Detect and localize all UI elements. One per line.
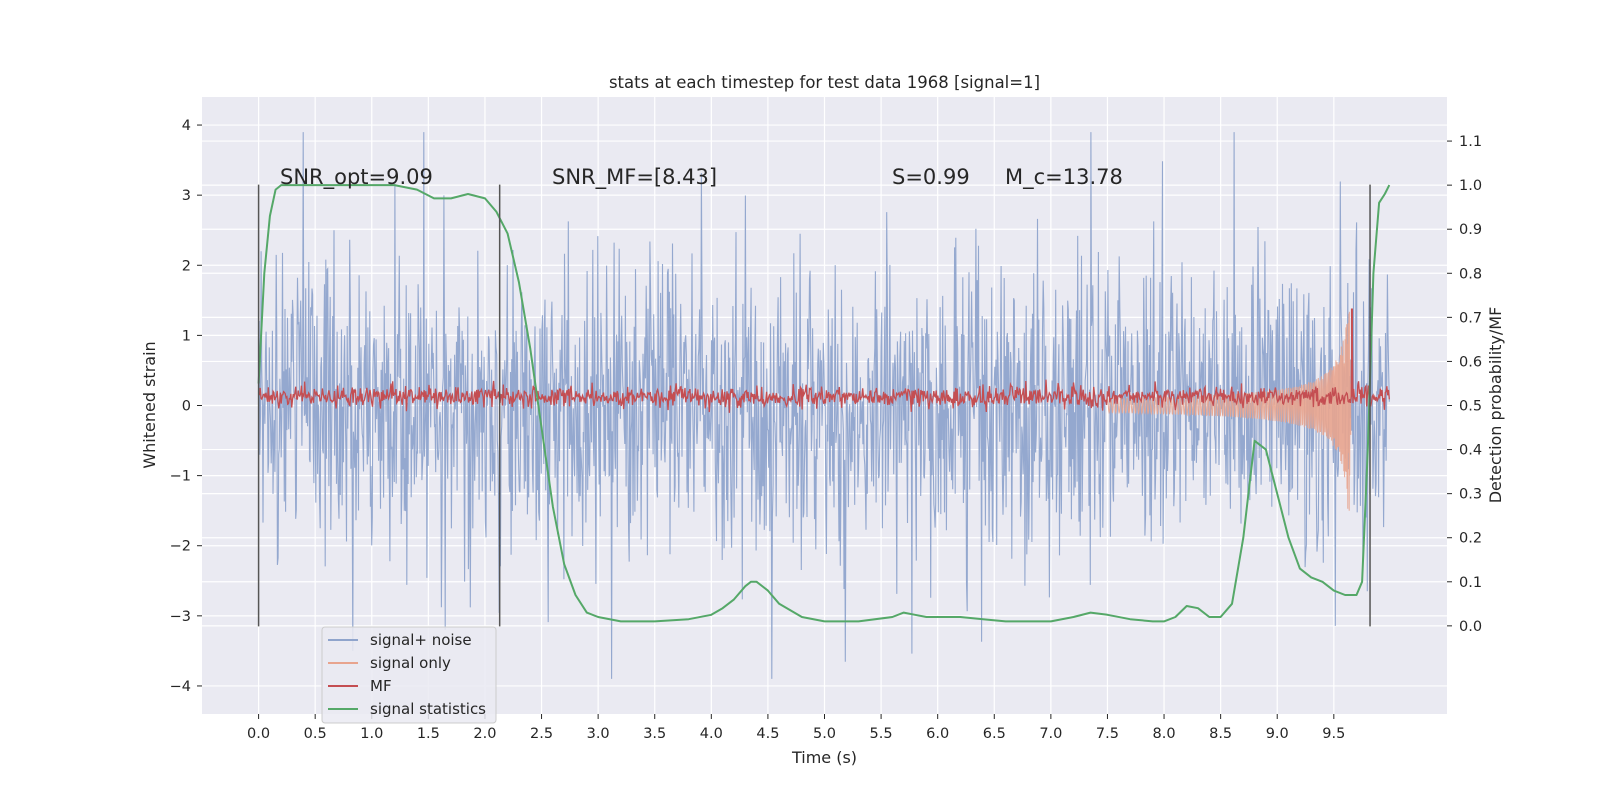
x-axis-label: Time (s) — [791, 748, 857, 767]
yl-tick-label-8: −4 — [170, 679, 191, 695]
yl-tick-label-2: 2 — [182, 258, 191, 274]
y-axis-label-right: Detection probability/MF — [1486, 307, 1505, 504]
legend-label-signal-only: signal only — [370, 654, 451, 672]
legend-box — [321, 626, 497, 724]
yl-tick-label-6: −2 — [170, 539, 191, 555]
tick-labels: 0.0 0.5 1.0 1.5 2.0 2.5 3.0 3.5 4.0 4.5 5.0 5.5 6.0 6… — [170, 118, 1482, 742]
yl-tick-label-1: 3 — [182, 188, 191, 204]
x-tick-label-3: 1.5 — [417, 726, 440, 742]
yr-tick-label-5: 0.6 — [1459, 354, 1482, 370]
yl-tick-label-4: 0 — [182, 399, 191, 415]
legend-label-signal-statistics: signal statistics — [370, 700, 486, 718]
x-tick-label-6: 3.0 — [587, 726, 610, 742]
x-tick-label-8: 4.0 — [700, 726, 723, 742]
x-tick-label-15: 7.5 — [1096, 726, 1119, 742]
annotation-snr-opt: SNR_opt=9.09 — [280, 165, 433, 190]
yr-tick-label-0: 1.1 — [1459, 134, 1482, 150]
yl-tick-label-7: −3 — [170, 609, 191, 625]
chart-title: stats at each timestep for test data 196… — [609, 73, 1040, 92]
series-signal-statistics — [257, 184, 1391, 623]
x-tick-label-16: 8.0 — [1153, 726, 1176, 742]
x-tick-label-9: 4.5 — [756, 726, 779, 742]
x-tick-label-2: 1.0 — [360, 726, 383, 742]
x-tick-label-18: 9.0 — [1266, 726, 1289, 742]
annotation-s: S=0.99 — [892, 165, 970, 189]
y-axis-label-left: Whitened strain — [140, 341, 159, 468]
vertical-markers — [257, 184, 1371, 627]
yr-tick-label-10: 0.1 — [1459, 575, 1482, 591]
yr-tick-label-4: 0.7 — [1459, 310, 1482, 326]
x-tick-label-10: 5.0 — [813, 726, 836, 742]
legend: signal+ noise signal only MF signal stat… — [321, 626, 497, 724]
signal-statistics-line — [257, 184, 1391, 623]
annotation-mc: M_c=13.78 — [1005, 165, 1123, 190]
annotations: SNR_opt=9.09 SNR_MF=[8.43] S=0.99 M_c=13… — [280, 165, 1123, 190]
x-tick-label-5: 2.5 — [530, 726, 553, 742]
x-tick-label-1: 0.5 — [304, 726, 327, 742]
yr-tick-label-6: 0.5 — [1459, 399, 1482, 415]
yl-tick-label-0: 4 — [182, 118, 191, 134]
x-tick-label-19: 9.5 — [1322, 726, 1345, 742]
yr-tick-label-1: 1.0 — [1459, 178, 1482, 194]
yr-tick-label-8: 0.3 — [1459, 487, 1482, 503]
yl-tick-label-5: −1 — [170, 469, 191, 485]
mf-line — [257, 308, 1390, 413]
x-tick-label-0: 0.0 — [247, 726, 270, 742]
x-tick-label-13: 6.5 — [983, 726, 1006, 742]
x-tick-label-17: 8.5 — [1209, 726, 1232, 742]
yr-tick-label-7: 0.4 — [1459, 443, 1482, 459]
annotation-snr-mf: SNR_MF=[8.43] — [552, 165, 717, 190]
yr-tick-label-11: 0.0 — [1459, 619, 1482, 635]
x-tick-label-7: 3.5 — [643, 726, 666, 742]
x-tick-label-11: 5.5 — [870, 726, 893, 742]
yr-tick-label-2: 0.9 — [1459, 222, 1482, 238]
legend-label-signal-noise: signal+ noise — [370, 631, 472, 649]
yr-tick-label-9: 0.2 — [1459, 531, 1482, 547]
yl-tick-label-3: 1 — [182, 328, 191, 344]
x-tick-label-4: 2.0 — [473, 726, 496, 742]
x-tick-label-12: 6.0 — [926, 726, 949, 742]
yr-tick-label-3: 0.8 — [1459, 266, 1482, 282]
legend-label-mf: MF — [370, 677, 392, 695]
series-mf — [257, 308, 1390, 413]
x-tick-label-14: 7.0 — [1039, 726, 1062, 742]
